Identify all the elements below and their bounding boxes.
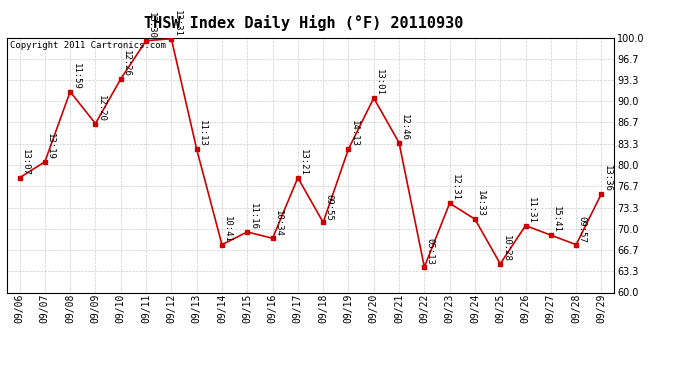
Text: 14:13: 14:13 <box>350 120 359 147</box>
Text: 13:07: 13:07 <box>21 149 30 176</box>
Text: 11:16: 11:16 <box>248 203 257 230</box>
Text: 13:30: 13:30 <box>148 12 157 39</box>
Text: 13:01: 13:01 <box>375 69 384 96</box>
Text: 12:26: 12:26 <box>122 50 131 77</box>
Text: THSW Index Daily High (°F) 20110930: THSW Index Daily High (°F) 20110930 <box>144 15 463 31</box>
Text: 09:55: 09:55 <box>324 194 333 220</box>
Text: 13:19: 13:19 <box>46 133 55 160</box>
Text: 11:31: 11:31 <box>527 197 536 223</box>
Text: 11:59: 11:59 <box>72 63 81 90</box>
Text: 09:57: 09:57 <box>578 216 586 243</box>
Text: 12:46: 12:46 <box>400 114 409 141</box>
Text: 12:20: 12:20 <box>97 95 106 122</box>
Text: 05:13: 05:13 <box>426 238 435 265</box>
Text: 15:41: 15:41 <box>552 206 561 233</box>
Text: 13:31: 13:31 <box>172 10 181 37</box>
Text: 10:28: 10:28 <box>502 235 511 262</box>
Text: 12:31: 12:31 <box>451 174 460 201</box>
Text: 10:34: 10:34 <box>274 210 283 236</box>
Text: 10:41: 10:41 <box>224 216 233 243</box>
Text: 13:36: 13:36 <box>603 165 612 192</box>
Text: 11:13: 11:13 <box>198 120 207 147</box>
Text: 14:33: 14:33 <box>476 190 485 217</box>
Text: Copyright 2011 Cartronics.com: Copyright 2011 Cartronics.com <box>10 41 166 50</box>
Text: 13:21: 13:21 <box>299 149 308 176</box>
